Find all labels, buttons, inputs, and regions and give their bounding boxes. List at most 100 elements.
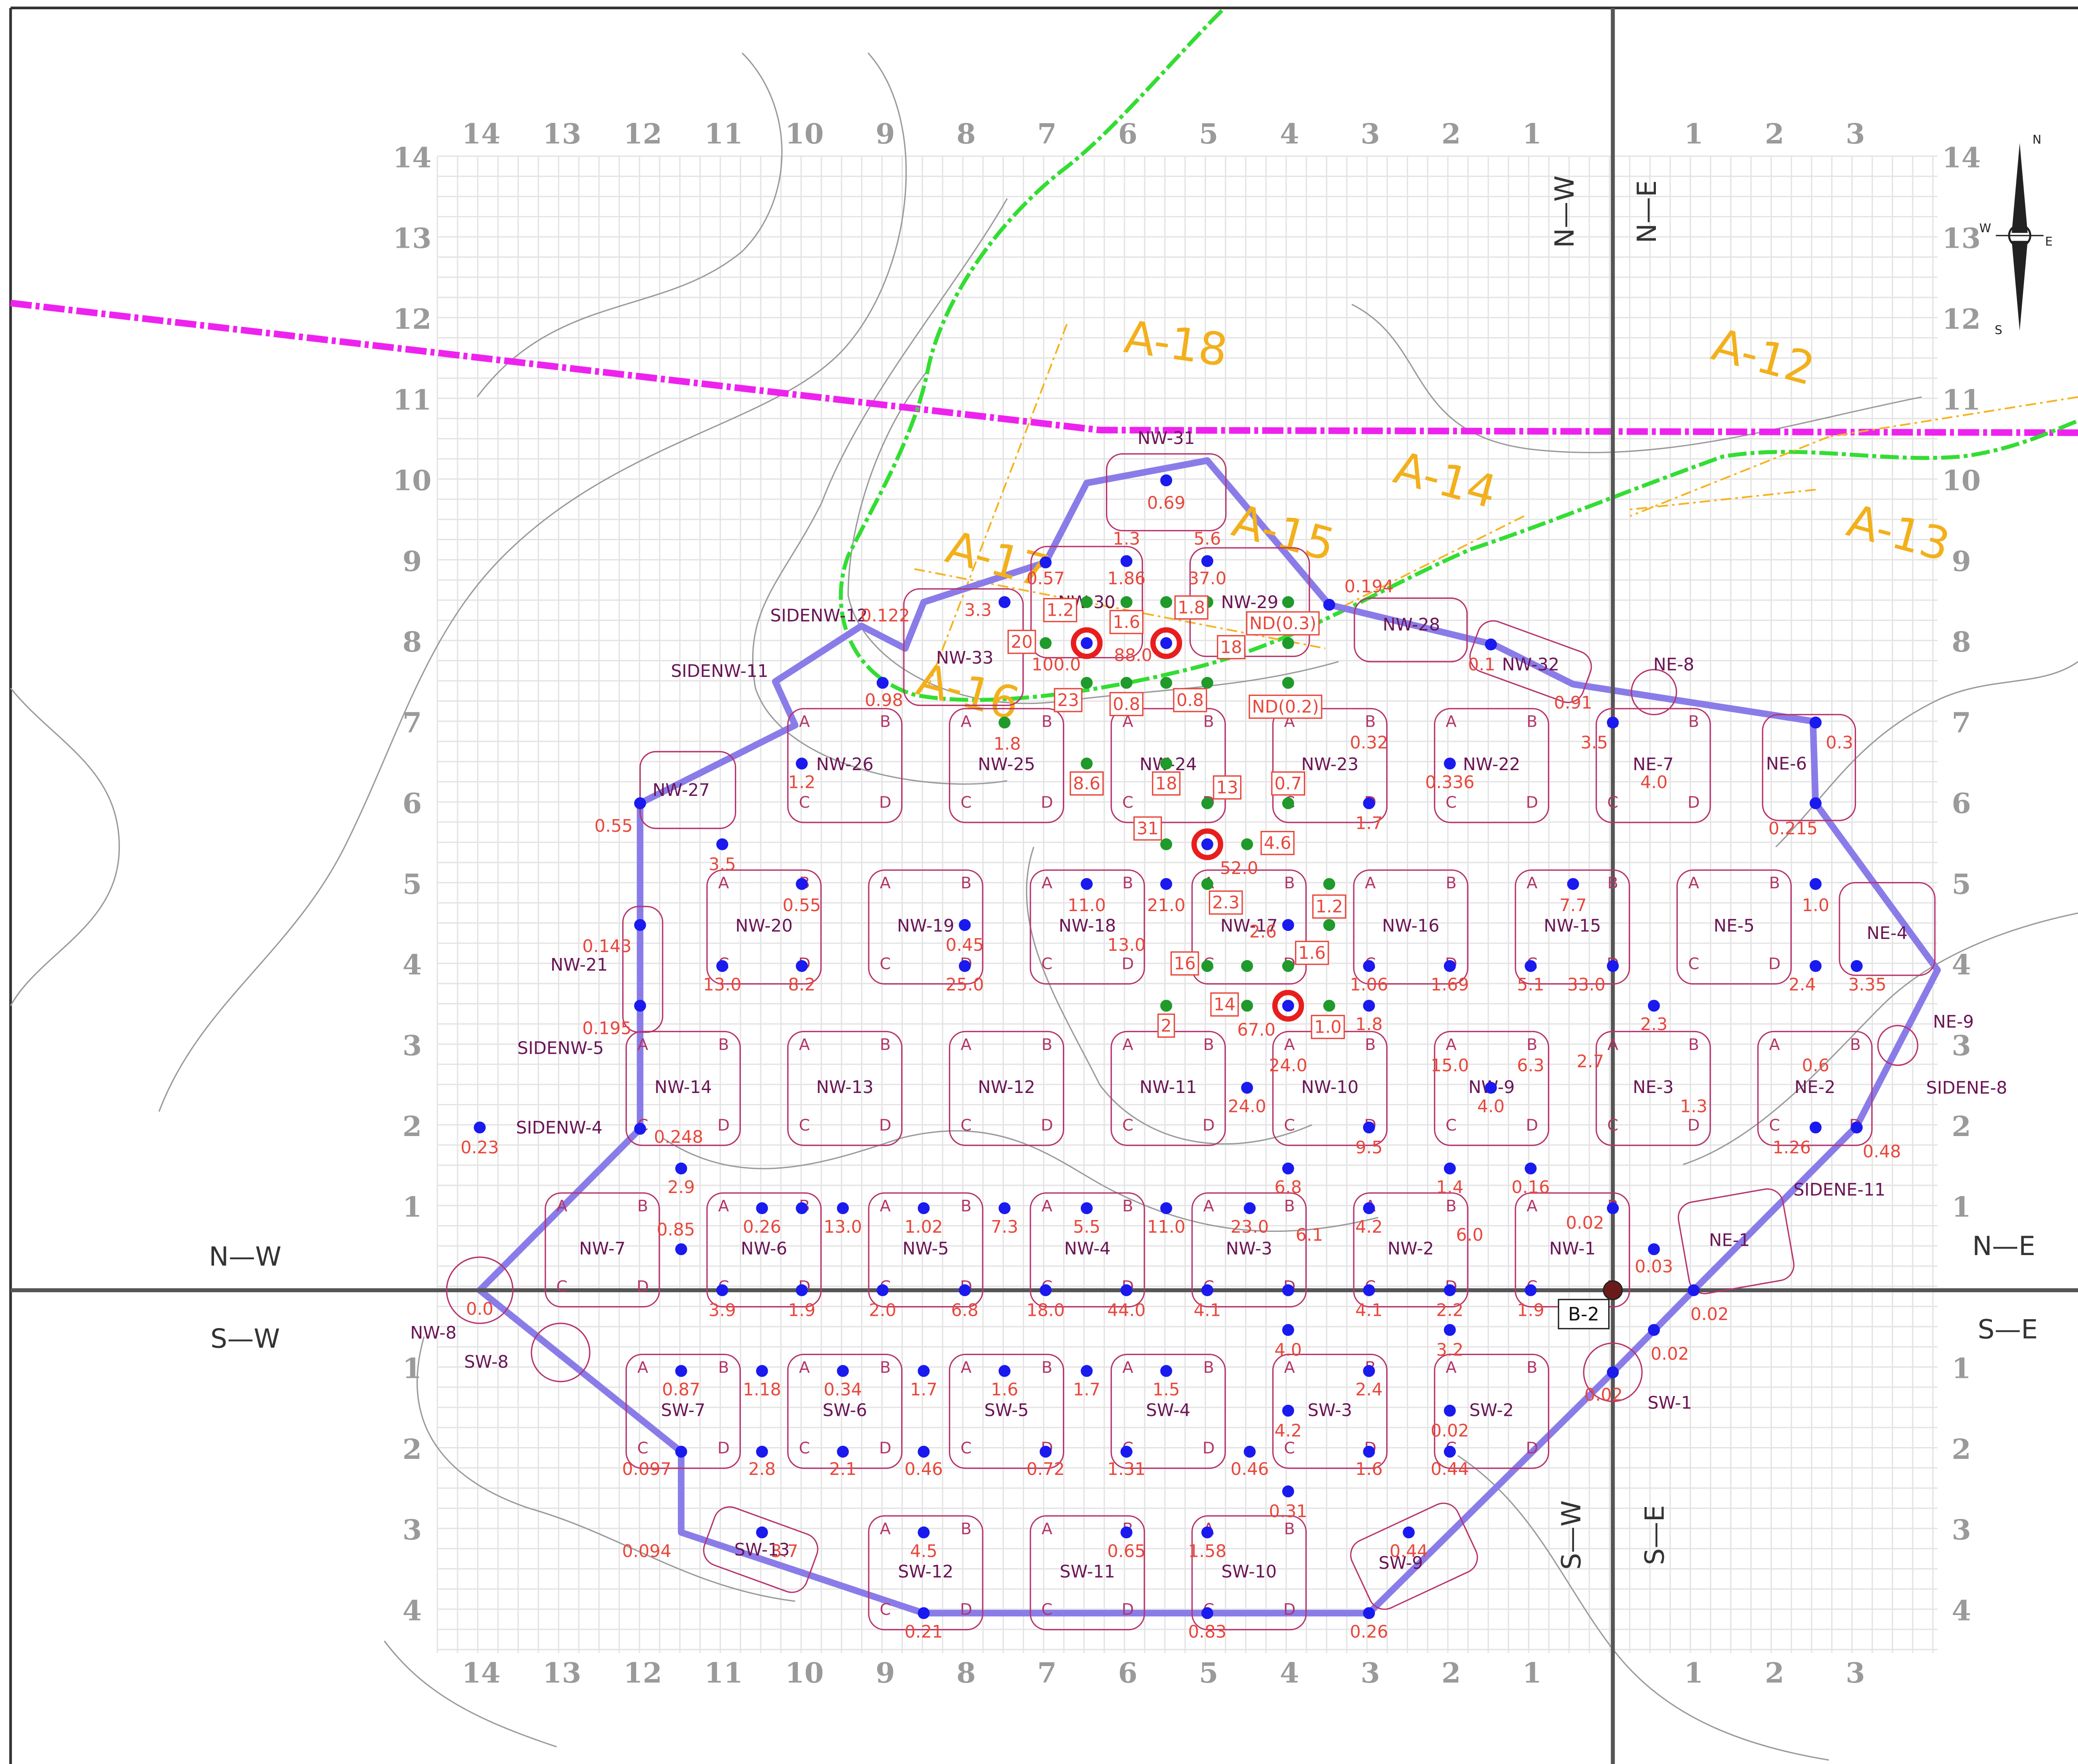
sample-point — [634, 919, 646, 931]
sample-point — [796, 960, 808, 972]
cell-outline — [1514, 869, 1630, 985]
row-label: 4 — [1952, 1594, 1971, 1627]
sample-point — [1241, 838, 1253, 850]
sample-value: 0.91 — [1554, 693, 1592, 713]
sample-point — [1363, 1202, 1375, 1215]
cell-outline — [1631, 669, 1677, 715]
sample-value: 33.0 — [1567, 974, 1606, 995]
cell-outline — [868, 1192, 983, 1308]
corner-label: A — [1607, 1035, 1618, 1054]
sample-point — [959, 919, 971, 931]
corner-label: B — [1122, 1196, 1133, 1215]
cell-outline — [1030, 1515, 1145, 1631]
sample-value: 0.195 — [582, 1018, 632, 1039]
sample-point — [1363, 1284, 1375, 1296]
cell-label: NW-14 — [655, 1077, 712, 1097]
sample-value: 0.21 — [905, 1622, 943, 1642]
result-box — [1216, 635, 1246, 660]
sample-point — [1485, 639, 1497, 651]
corner-label: B — [1607, 874, 1618, 892]
cell-outline — [531, 1323, 591, 1383]
sample-point — [1201, 797, 1214, 809]
cell-label: NE-9 — [1933, 1012, 1974, 1032]
cell-outline — [1877, 1025, 1918, 1066]
sample-value: 0.26 — [1350, 1622, 1388, 1642]
corner-label: C — [961, 1439, 972, 1457]
sample-value: 2.9 — [667, 1177, 695, 1197]
sample-point — [1282, 637, 1294, 649]
boxed-result: 0.7 — [1274, 774, 1302, 794]
boxed-result: 1.6 — [1113, 612, 1140, 632]
sample-value: 1.06 — [1350, 974, 1388, 995]
cell-label: NE-1 — [1709, 1230, 1750, 1250]
cell-outline — [949, 708, 1065, 823]
cell-label: SW-2 — [1469, 1400, 1514, 1420]
corner-label: A — [1688, 874, 1699, 892]
corner-label: A — [637, 1035, 648, 1054]
cell-label: SW-11 — [1059, 1561, 1115, 1582]
sample-value: 0.85 — [657, 1219, 695, 1239]
sample-point — [716, 1284, 729, 1296]
cell-label: SW-12 — [898, 1561, 953, 1582]
boxed-result: 1.6 — [1298, 943, 1326, 963]
result-box — [1070, 771, 1104, 796]
row-label: 3 — [1952, 1029, 1971, 1062]
sample-value: 52.0 — [1220, 858, 1258, 878]
quadrant-label: S—E — [1978, 1314, 2037, 1345]
cell-label: NE-4 — [1867, 923, 1907, 943]
row-label: 10 — [1942, 464, 1981, 497]
column-label: 2 — [1765, 1656, 1784, 1689]
result-box — [1271, 771, 1306, 796]
sample-point — [1120, 1284, 1132, 1296]
sample-value: 67.0 — [1237, 1020, 1276, 1040]
corner-label: C — [880, 955, 891, 973]
sample-point — [1160, 1202, 1173, 1215]
boxed-result: 1.8 — [1178, 597, 1205, 617]
cell-label: NW-16 — [1382, 916, 1439, 936]
sample-value: 4.1 — [1355, 1300, 1383, 1320]
sample-value: 4.2 — [1355, 1217, 1383, 1237]
cell-outline — [1191, 1515, 1307, 1631]
sample-value: 23.0 — [1230, 1217, 1269, 1237]
sample-point — [1160, 637, 1173, 649]
column-label: 12 — [623, 117, 662, 150]
column-label: 8 — [956, 1656, 976, 1689]
sample-point — [1525, 1162, 1537, 1175]
sample-value: 0.336 — [1425, 772, 1474, 792]
sample-point — [1120, 596, 1132, 608]
cell-outline — [1350, 1502, 1478, 1610]
corner-label: C — [556, 1277, 567, 1296]
corner-label: D — [1688, 793, 1700, 812]
sample-value: 44.0 — [1107, 1300, 1146, 1320]
corner-label: B — [880, 1358, 891, 1377]
sample-value: 1.9 — [1517, 1300, 1544, 1320]
sample-value: 4.1 — [1194, 1300, 1221, 1320]
sample-point — [1081, 758, 1093, 770]
map-border — [9, 6, 2078, 1764]
column-label: 6 — [1118, 1656, 1138, 1689]
sample-value: 21.0 — [1147, 895, 1185, 915]
sample-value: 0.98 — [865, 690, 903, 710]
result-box — [1311, 1015, 1345, 1039]
sample-point — [1323, 1000, 1336, 1012]
boxed-result: 1.0 — [1314, 1017, 1341, 1037]
sample-point — [1282, 1404, 1294, 1417]
corner-label: C — [1769, 1116, 1780, 1134]
sample-value: 6.3 — [1517, 1055, 1544, 1075]
sample-value: 3.2 — [1436, 1340, 1463, 1360]
sample-point — [1810, 960, 1822, 972]
sample-value: 1.2 — [788, 772, 815, 792]
sample-point — [1081, 637, 1093, 649]
sample-point — [675, 1243, 687, 1255]
result-box — [1152, 771, 1181, 796]
sample-point — [918, 1445, 930, 1458]
property-line — [10, 300, 2078, 436]
boxed-result: 18 — [1220, 637, 1242, 657]
sample-value: 0.44 — [1390, 1541, 1428, 1561]
sample-value: 0.34 — [824, 1380, 862, 1400]
boring-marker — [1603, 1280, 1623, 1300]
column-label: 6 — [1118, 117, 1138, 150]
compass-letter: W — [1979, 222, 1991, 235]
sample-value: 1.8 — [994, 733, 1021, 754]
